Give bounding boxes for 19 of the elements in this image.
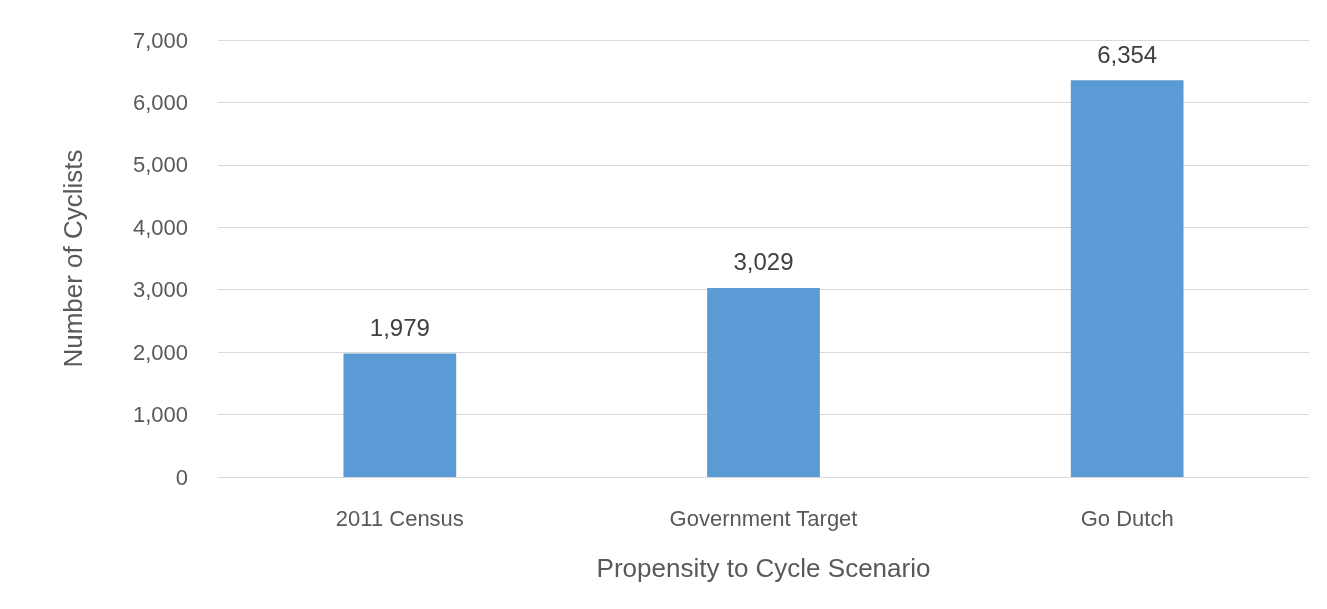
y-tick-label: 6,000 <box>132 89 188 115</box>
x-tick-label: 2011 Census <box>335 505 464 531</box>
data-label: 6,354 <box>1097 40 1158 68</box>
bar <box>343 353 457 477</box>
bar <box>707 287 820 477</box>
y-tick-label: 5,000 <box>132 152 188 178</box>
y-tick-label: 1,000 <box>132 402 188 428</box>
y-tick-label: 7,000 <box>132 27 188 53</box>
data-label: 3,029 <box>733 248 794 276</box>
y-tick-label: 0 <box>175 464 188 490</box>
y-axis-title: Number of Cyclists <box>58 149 88 368</box>
y-tick-label: 2,000 <box>132 339 188 365</box>
x-tick-label: Go Dutch <box>1080 505 1174 531</box>
x-tick-label: Government Target <box>669 505 858 531</box>
y-tick-label: 4,000 <box>132 214 188 240</box>
data-label: 1,979 <box>369 313 430 341</box>
y-tick-label: 3,000 <box>132 277 188 303</box>
bar <box>1070 80 1184 477</box>
x-axis-title: Propensity to Cycle Scenario <box>596 553 931 583</box>
